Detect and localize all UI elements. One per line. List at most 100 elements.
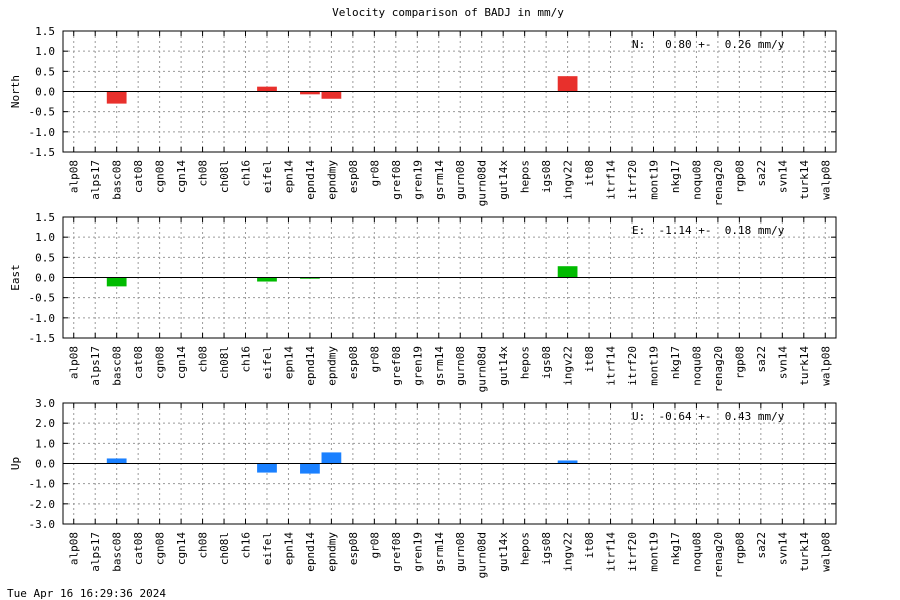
bar-epnd14 xyxy=(300,463,320,474)
bar-eifel xyxy=(257,86,277,92)
x-tick-label: rgp08 xyxy=(733,346,746,379)
x-tick-label: ch08l xyxy=(218,346,231,379)
x-tick-label: epndmy xyxy=(325,532,338,572)
x-tick-label: mont19 xyxy=(647,160,660,200)
x-tick-label: cat08 xyxy=(132,346,145,379)
bar-eifel xyxy=(257,277,277,282)
panels-group: 1.5 1.0 0.5 0.0 -0.5 -1.0 -1.5 alp08 alps17 basc0… xyxy=(9,25,837,578)
x-tick-label: eifel xyxy=(261,346,274,379)
x-tick-label: epndmy xyxy=(325,346,338,386)
x-tick-label: esp08 xyxy=(347,346,360,379)
x-tick-label: hepos xyxy=(519,346,532,379)
x-tick-label: epnd14 xyxy=(304,346,317,386)
y-axis-label: North xyxy=(9,75,22,108)
bar-ingv22 xyxy=(557,76,578,92)
bar-epndmy xyxy=(321,91,342,99)
x-tick-label: gsrm14 xyxy=(433,346,446,386)
x-tick-label: igs08 xyxy=(540,532,553,565)
x-tick-label: gut14x xyxy=(497,160,510,200)
x-tick-label: mont19 xyxy=(647,532,660,572)
y-tick-label: 3.0 xyxy=(35,397,55,410)
x-tick-label: cat08 xyxy=(132,532,145,565)
x-tick-label: renag20 xyxy=(712,160,725,206)
x-tick-label: ch08l xyxy=(218,532,231,565)
x-tick-label: eifel xyxy=(261,160,274,193)
y-tick-label: 1.5 xyxy=(35,25,55,38)
x-tick-label: gren19 xyxy=(411,346,424,386)
plot-frame xyxy=(62,30,837,153)
y-tick-label: 0.0 xyxy=(35,272,55,285)
x-tick-label: epnd14 xyxy=(304,160,317,200)
x-tick-label: alps17 xyxy=(89,160,102,200)
panel-north: 1.5 1.0 0.5 0.0 -0.5 -1.0 -1.5 alp08 alps17 basc0… xyxy=(9,25,837,206)
x-tick-label: alps17 xyxy=(89,532,102,572)
x-tick-label: alp08 xyxy=(68,532,81,565)
x-tick-label: basc08 xyxy=(111,346,124,386)
x-tick-label: nkg17 xyxy=(669,346,682,379)
bar-basc08 xyxy=(106,277,127,287)
panel-annotation: E: -1.14 +- 0.18 mm/y xyxy=(632,224,785,237)
x-tick-label: svn14 xyxy=(776,160,789,193)
x-tick-label: hepos xyxy=(519,160,532,193)
x-tick-label: esp08 xyxy=(347,532,360,565)
x-tick-label: gurn08d xyxy=(476,160,489,206)
x-tick-label: noqu08 xyxy=(690,160,703,200)
x-tick-label: igs08 xyxy=(540,346,553,379)
y-tick-label: 0.5 xyxy=(35,65,55,78)
y-tick-label: 1.5 xyxy=(35,211,55,224)
x-tick-label: ingv22 xyxy=(562,346,575,386)
x-tick-label: gurn08d xyxy=(476,532,489,578)
x-tick-label: basc08 xyxy=(111,532,124,572)
x-tick-label: epn14 xyxy=(282,532,295,565)
x-tick-label: renag20 xyxy=(712,532,725,578)
x-tick-label: turk14 xyxy=(798,346,811,386)
y-tick-label: 0.0 xyxy=(35,86,55,99)
x-tick-label: mont19 xyxy=(647,346,660,386)
x-tick-label: renag20 xyxy=(712,346,725,392)
x-tick-label: gsrm14 xyxy=(433,160,446,200)
panel-annotation: U: -0.64 +- 0.43 mm/y xyxy=(632,410,785,423)
bar-ingv22 xyxy=(557,266,578,278)
x-tick-label: ch08 xyxy=(197,346,210,373)
x-tick-label: gref08 xyxy=(390,160,403,200)
y-tick-label: 1.0 xyxy=(35,231,55,244)
x-tick-label: walp08 xyxy=(819,160,832,200)
x-tick-label: svn14 xyxy=(776,346,789,379)
y-tick-label: -0.5 xyxy=(29,292,56,305)
x-tick-label: ch16 xyxy=(240,160,253,187)
x-tick-label: itrf14 xyxy=(605,346,618,386)
x-tick-label: gr08 xyxy=(368,346,381,373)
x-tick-label: cat08 xyxy=(132,160,145,193)
y-tick-label: 2.0 xyxy=(35,417,55,430)
x-tick-label: itrf14 xyxy=(605,160,618,200)
y-tick-label: -1.5 xyxy=(29,332,56,345)
x-tick-label: ingv22 xyxy=(562,532,575,572)
x-tick-label: gr08 xyxy=(368,160,381,187)
x-tick-label: itrf20 xyxy=(626,532,639,572)
x-tick-label: cgn14 xyxy=(175,532,188,565)
y-tick-label: -1.5 xyxy=(29,146,56,159)
x-tick-label: alp08 xyxy=(68,160,81,193)
x-tick-label: gurn08 xyxy=(454,160,467,200)
y-tick-label: -1.0 xyxy=(29,126,56,139)
chart-title: Velocity comparison of BADJ in mm/y xyxy=(332,6,564,19)
x-tick-label: sa22 xyxy=(755,346,768,373)
x-tick-label: turk14 xyxy=(798,532,811,572)
x-tick-label: ch08 xyxy=(197,532,210,559)
x-tick-label: ingv22 xyxy=(562,160,575,200)
y-tick-label: -3.0 xyxy=(29,518,56,531)
bar-epndmy xyxy=(321,452,342,464)
x-tick-label: sa22 xyxy=(755,532,768,559)
y-tick-label: 0.5 xyxy=(35,251,55,264)
x-tick-label: cgn08 xyxy=(154,532,167,565)
x-tick-label: hepos xyxy=(519,532,532,565)
bar-basc08 xyxy=(106,91,127,104)
x-tick-label: epn14 xyxy=(282,346,295,379)
x-tick-label: igs08 xyxy=(540,160,553,193)
x-tick-label: gsrm14 xyxy=(433,532,446,572)
x-tick-label: sa22 xyxy=(755,160,768,187)
x-tick-label: itrf20 xyxy=(626,160,639,200)
panel-east: 1.5 1.0 0.5 0.0 -0.5 -1.0 -1.5 alp08 alps17 basc0… xyxy=(9,211,837,392)
x-tick-label: gurn08 xyxy=(454,346,467,386)
